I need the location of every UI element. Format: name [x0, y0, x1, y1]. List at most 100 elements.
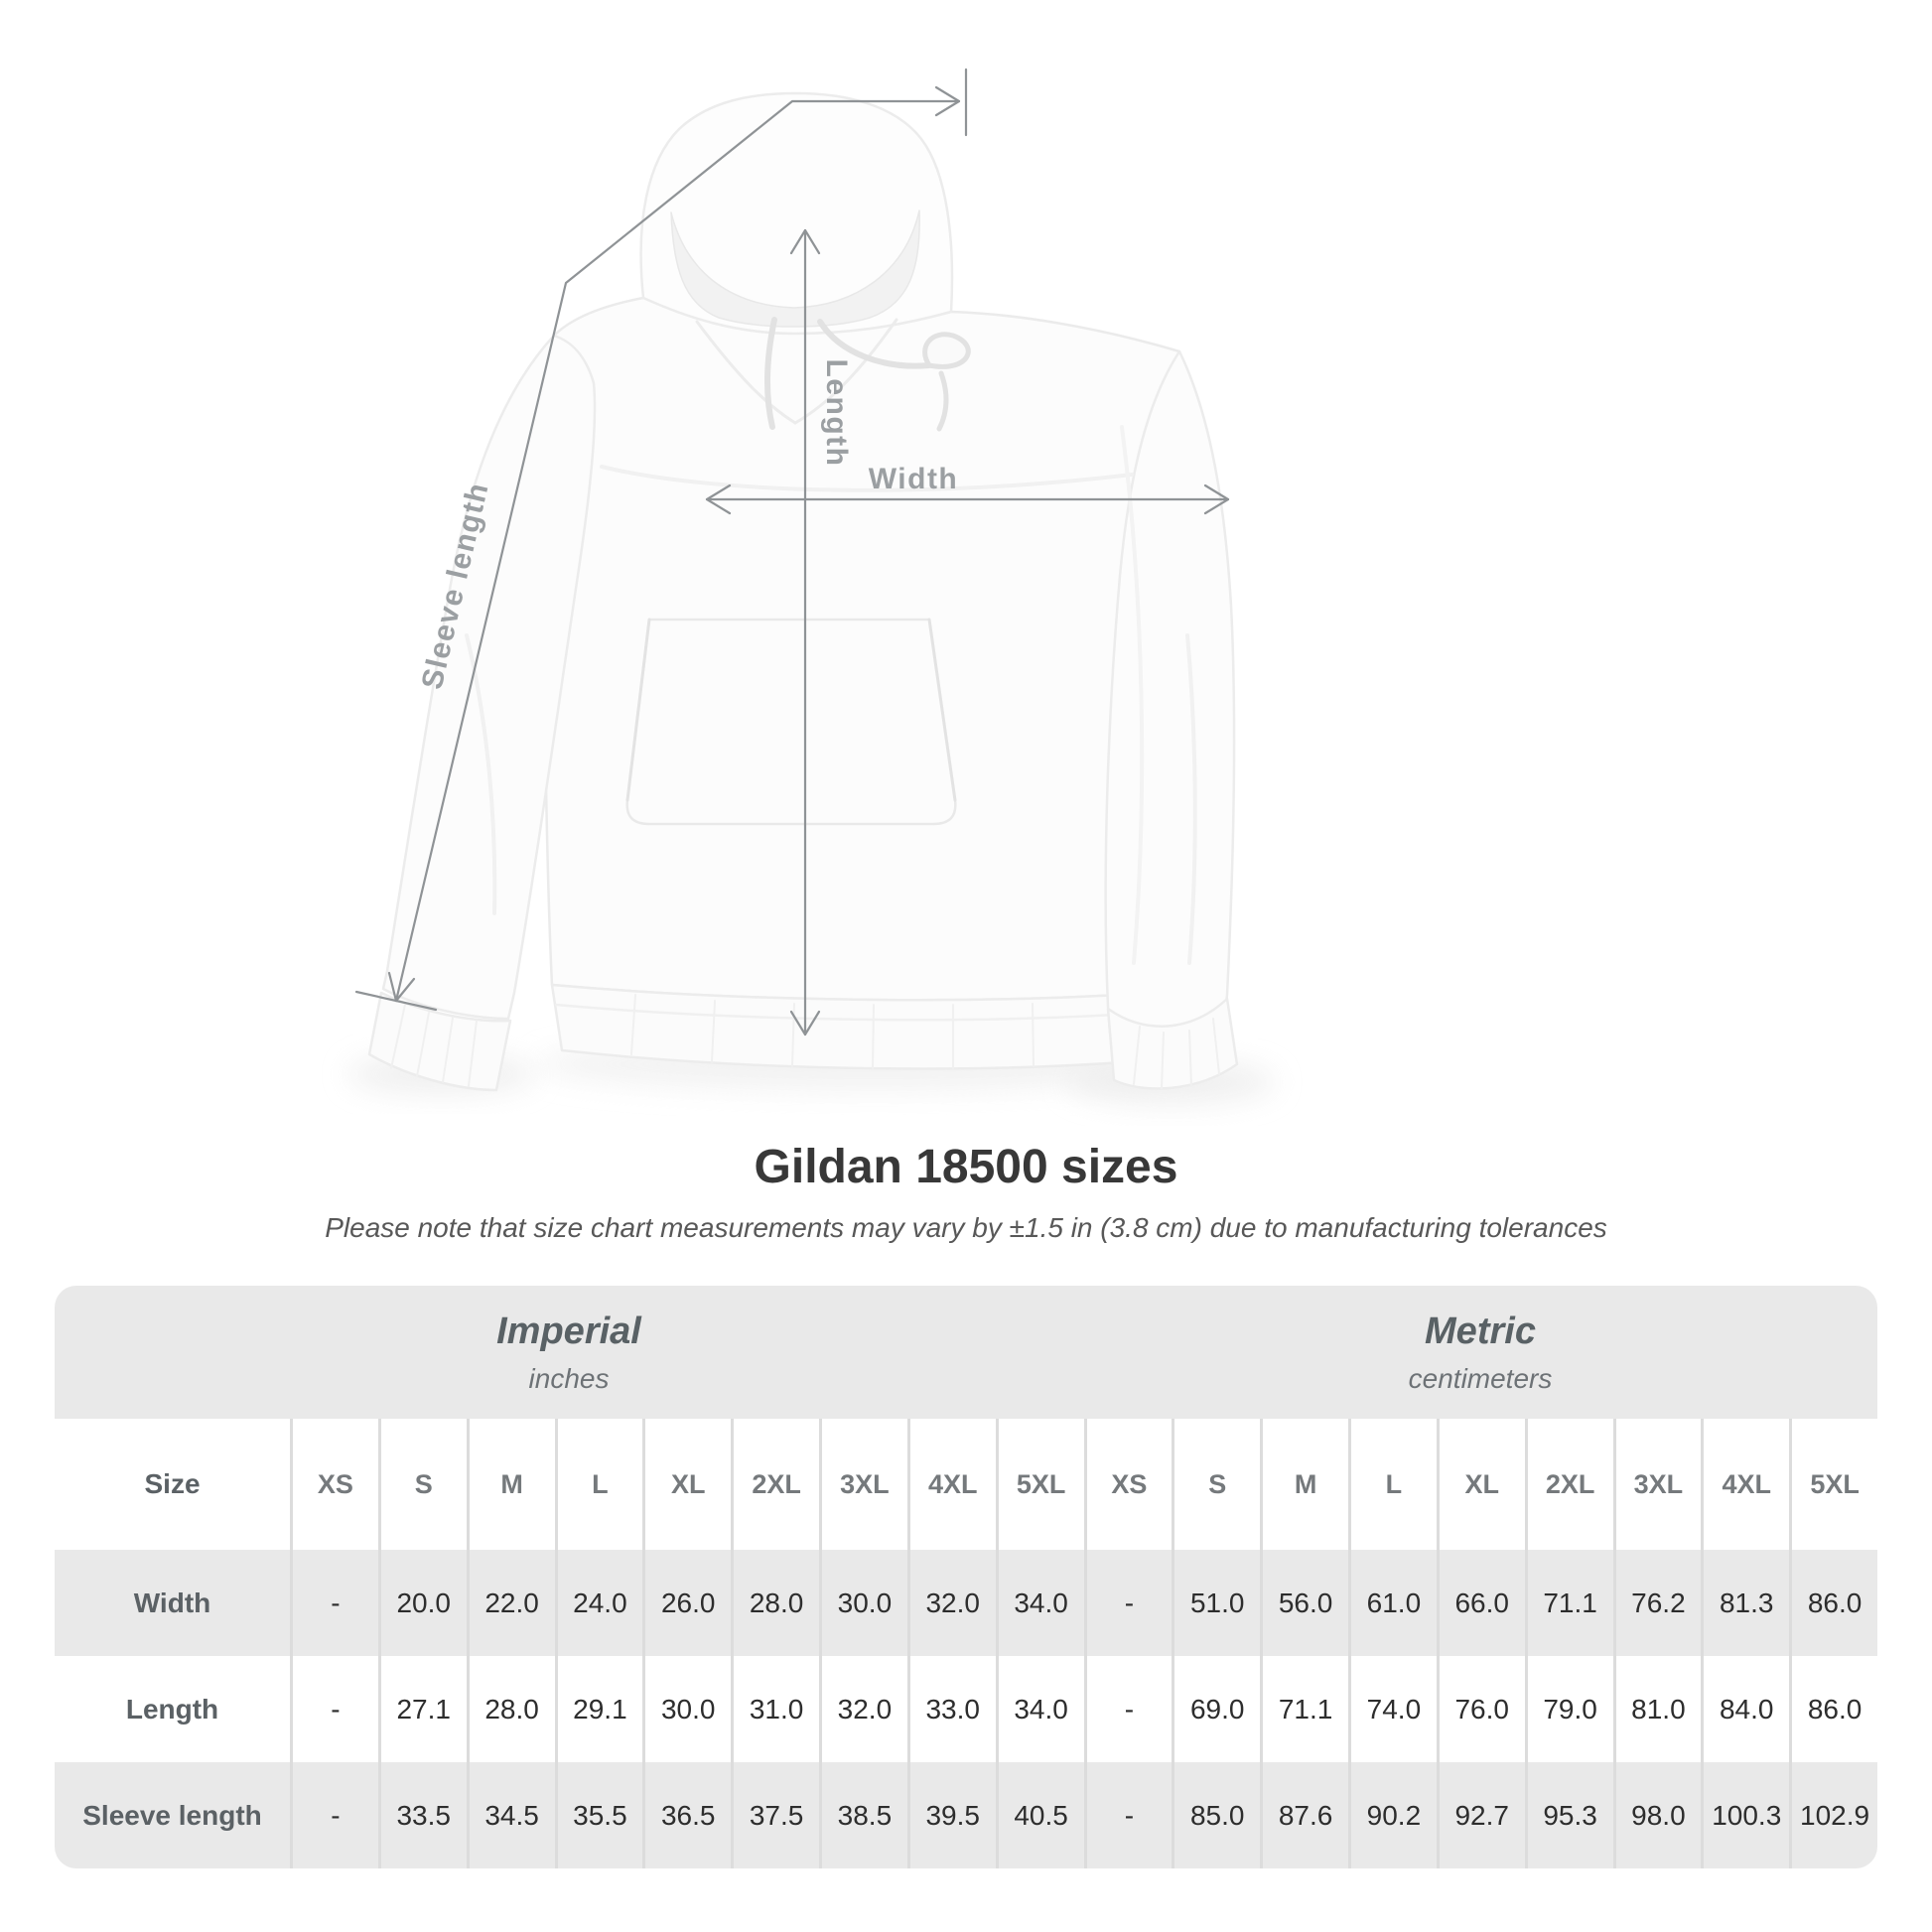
value-cell: 33.0	[906, 1656, 996, 1762]
right-cuff-ribbing	[1133, 1018, 1220, 1089]
metric-unit-label: centimeters	[1408, 1362, 1553, 1394]
value-cell: 32.0	[906, 1550, 996, 1656]
sleeve-length-row: Sleeve length - 33.5 34.5 35.5 36.5 37.5…	[55, 1762, 1877, 1868]
page-title: Gildan 18500 sizes	[754, 1141, 1178, 1193]
unit-band: Imperial inches Metric centimeters	[55, 1286, 1877, 1419]
size-header-cell: M	[466, 1419, 555, 1550]
kangaroo-pocket	[625, 618, 957, 826]
row-label: Width	[133, 1587, 211, 1618]
value-cell: 35.5	[554, 1762, 643, 1868]
value-cell: 31.0	[731, 1656, 819, 1762]
value-cell: 36.5	[642, 1762, 731, 1868]
size-header-cell: 4XL	[906, 1419, 996, 1550]
value-cell: 27.1	[377, 1656, 467, 1762]
size-corner-label: Size	[144, 1468, 201, 1499]
value-cell: 100.3	[1701, 1762, 1789, 1868]
size-header-cell: 3XL	[1612, 1419, 1702, 1550]
value-cell: 51.0	[1172, 1550, 1260, 1656]
value-cell: 85.0	[1172, 1762, 1260, 1868]
value-cell: 34.5	[466, 1762, 555, 1868]
value-cell: 71.1	[1524, 1550, 1613, 1656]
metric-label: Metric	[1425, 1310, 1536, 1352]
hood-opening	[670, 209, 920, 328]
value-cell: 34.0	[995, 1656, 1084, 1762]
value-cell: 28.0	[466, 1656, 555, 1762]
size-header-cell: 3XL	[819, 1419, 907, 1550]
value-cell: 56.0	[1260, 1550, 1348, 1656]
value-cell: -	[290, 1762, 378, 1868]
metric-group-header: Metric centimeters	[1083, 1311, 1877, 1395]
value-cell: -	[290, 1656, 378, 1762]
value-cell: -	[1083, 1762, 1173, 1868]
value-cell: 24.0	[554, 1550, 643, 1656]
value-cell: 39.5	[906, 1762, 996, 1868]
width-label: Width	[869, 463, 959, 495]
value-cell: 40.5	[995, 1762, 1084, 1868]
value-cell: 71.1	[1260, 1656, 1348, 1762]
size-header-cell: L	[554, 1419, 643, 1550]
size-header-cell: 5XL	[1789, 1419, 1877, 1550]
size-header-cell: S	[377, 1419, 467, 1550]
size-table: Imperial inches Metric centimeters Size …	[55, 1286, 1877, 1868]
value-cell: 95.3	[1524, 1762, 1613, 1868]
value-cell: 30.0	[819, 1550, 907, 1656]
size-header-cell: 2XL	[731, 1419, 819, 1550]
size-header-cell: 2XL	[1524, 1419, 1613, 1550]
value-cell: 69.0	[1172, 1656, 1260, 1762]
hoodie-measurement-diagram: Sleeve length Length Width	[347, 68, 1276, 1104]
value-cell: 74.0	[1348, 1656, 1437, 1762]
value-cell: 32.0	[819, 1656, 907, 1762]
value-cell: 81.0	[1612, 1656, 1702, 1762]
hoodie-hood	[639, 91, 954, 336]
value-cell: 76.2	[1612, 1550, 1702, 1656]
value-cell: 92.7	[1436, 1762, 1525, 1868]
hood-drawstrings	[763, 317, 971, 432]
width-dimension-line	[705, 483, 1230, 515]
value-cell: 22.0	[466, 1550, 555, 1656]
size-header-cell: L	[1348, 1419, 1437, 1550]
value-cell: -	[290, 1550, 378, 1656]
row-label: Sleeve length	[82, 1799, 262, 1831]
size-header-cell: 5XL	[995, 1419, 1084, 1550]
value-cell: 79.0	[1524, 1656, 1613, 1762]
imperial-group-header: Imperial inches	[55, 1311, 1083, 1395]
size-header-cell: S	[1172, 1419, 1260, 1550]
value-cell: 61.0	[1348, 1550, 1437, 1656]
value-cell: 76.0	[1436, 1656, 1525, 1762]
value-cell: 30.0	[642, 1656, 731, 1762]
hoodie-right-cuff	[1106, 997, 1239, 1090]
row-label: Length	[125, 1693, 219, 1725]
value-cell: 87.6	[1260, 1762, 1348, 1868]
value-cell: 86.0	[1789, 1656, 1877, 1762]
value-cell: 90.2	[1348, 1762, 1437, 1868]
size-header-cell: XS	[290, 1419, 378, 1550]
size-header-cell: M	[1260, 1419, 1348, 1550]
value-cell: 81.3	[1701, 1550, 1789, 1656]
value-cell: 29.1	[554, 1656, 643, 1762]
value-cell: 33.5	[377, 1762, 467, 1868]
left-cuff-ribbing	[390, 1004, 478, 1087]
size-header-cell: 4XL	[1701, 1419, 1789, 1550]
size-header-cell: XS	[1083, 1419, 1173, 1550]
value-cell: 84.0	[1701, 1656, 1789, 1762]
value-cell: 34.0	[995, 1550, 1084, 1656]
length-row: Length - 27.1 28.0 29.1 30.0 31.0 32.0 3…	[55, 1656, 1877, 1762]
hoodie-illustration	[367, 91, 1239, 1092]
hoodie-left-cuff	[367, 991, 512, 1092]
size-header-row: Size XS S M L XL 2XL 3XL 4XL 5XL XS S M …	[55, 1419, 1877, 1550]
value-cell: -	[1083, 1656, 1173, 1762]
value-cell: 37.5	[731, 1762, 819, 1868]
tolerance-note: Please note that size chart measurements…	[325, 1212, 1607, 1243]
chart-heading: Gildan 18500 sizes Please note that size…	[0, 1140, 1932, 1244]
value-cell: 26.0	[642, 1550, 731, 1656]
size-header-cell: XL	[1436, 1419, 1525, 1550]
value-cell: 38.5	[819, 1762, 907, 1868]
value-cell: 28.0	[731, 1550, 819, 1656]
sleeve-length-dimension-line	[354, 68, 968, 1012]
value-cell: -	[1083, 1550, 1173, 1656]
size-header-cell: XL	[642, 1419, 731, 1550]
hoodie-left-sleeve	[381, 334, 597, 1021]
value-cell: 102.9	[1789, 1762, 1877, 1868]
value-cell: 86.0	[1789, 1550, 1877, 1656]
imperial-unit-label: inches	[528, 1362, 610, 1394]
